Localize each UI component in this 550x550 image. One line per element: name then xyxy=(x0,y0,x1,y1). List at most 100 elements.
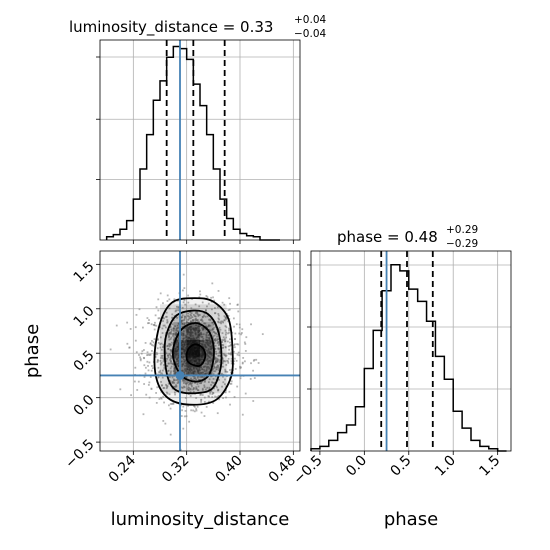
scatter-point xyxy=(170,336,173,339)
scatter-point xyxy=(186,329,188,332)
scatter-point xyxy=(215,350,217,353)
scatter-point xyxy=(207,381,210,384)
scatter-point xyxy=(223,354,226,357)
scatter-point xyxy=(166,320,169,323)
scatter-point xyxy=(168,393,171,396)
scatter-point xyxy=(174,393,176,396)
scatter-point xyxy=(168,307,171,310)
scatter-point xyxy=(130,394,132,397)
scatter-point xyxy=(208,378,211,381)
scatter-point xyxy=(159,369,162,372)
scatter-point xyxy=(231,372,234,374)
scatter-point xyxy=(223,383,226,386)
scatter-point xyxy=(172,327,175,330)
scatter-point xyxy=(224,325,227,327)
scatter-point xyxy=(227,309,230,312)
scatter-point xyxy=(165,315,167,318)
scatter-point xyxy=(221,320,224,323)
scatter-point xyxy=(193,405,195,408)
scatter-point xyxy=(186,364,189,367)
scatter-point xyxy=(147,353,150,356)
scatter-point xyxy=(213,387,216,390)
scatter-point xyxy=(224,329,227,332)
scatter-point xyxy=(212,335,215,338)
scatter-point xyxy=(165,311,168,314)
joint-x-tick-label: 0.40 xyxy=(212,453,245,486)
scatter-point xyxy=(174,310,177,313)
scatter-point xyxy=(188,420,191,423)
scatter-point xyxy=(170,328,173,331)
scatter-point xyxy=(182,319,185,322)
scatter-point xyxy=(189,395,192,397)
scatter-point xyxy=(147,322,149,325)
scatter-point xyxy=(109,348,112,351)
scatter-point xyxy=(119,388,122,391)
scatter-point xyxy=(249,378,252,380)
scatter-point xyxy=(199,324,202,327)
scatter-point xyxy=(193,363,196,366)
scatter-point xyxy=(177,309,180,312)
scatter-point xyxy=(194,333,197,336)
scatter-point xyxy=(170,351,173,354)
scatter-point xyxy=(192,319,195,321)
scatter-point xyxy=(172,333,175,335)
scatter-point xyxy=(175,379,178,382)
scatter-point xyxy=(171,381,174,384)
scatter-point xyxy=(201,356,204,359)
scatter-point xyxy=(167,362,170,365)
scatter-point xyxy=(209,318,212,321)
scatter-point xyxy=(193,338,196,340)
scatter-point xyxy=(217,373,220,375)
scatter-point xyxy=(220,322,222,325)
scatter-point xyxy=(184,315,187,318)
scatter-point xyxy=(216,359,219,362)
scatter-point xyxy=(185,336,188,338)
scatter-point xyxy=(204,388,207,391)
scatter-point xyxy=(177,322,180,325)
scatter-point xyxy=(237,310,240,313)
scatter-point xyxy=(162,346,165,349)
contour-core xyxy=(185,343,207,367)
scatter-point xyxy=(203,386,206,389)
scatter-point xyxy=(195,387,198,390)
scatter-point xyxy=(168,329,171,332)
scatter-point xyxy=(211,328,214,331)
scatter-point xyxy=(153,324,156,326)
scatter-point xyxy=(205,406,208,408)
scatter-point xyxy=(182,358,185,361)
scatter-point xyxy=(169,433,172,436)
scatter-point xyxy=(224,391,227,394)
scatter-point xyxy=(190,384,193,386)
scatter-point xyxy=(210,345,212,348)
scatter-point xyxy=(186,387,189,390)
scatter-point xyxy=(177,381,180,384)
scatter-point xyxy=(212,367,215,370)
scatter-point xyxy=(204,379,206,382)
scatter-point xyxy=(243,341,246,344)
scatter-point xyxy=(229,341,231,344)
hist1-grid xyxy=(100,40,300,240)
scatter-point xyxy=(217,369,220,372)
scatter-point xyxy=(174,369,176,372)
scatter-point xyxy=(175,385,178,388)
scatter-point xyxy=(252,400,255,402)
scatter-point xyxy=(215,357,218,360)
scatter-point xyxy=(147,364,149,367)
scatter-point xyxy=(195,367,198,369)
scatter-point xyxy=(205,368,208,371)
scatter-point xyxy=(217,394,220,397)
scatter-point xyxy=(206,363,209,366)
scatter-point xyxy=(175,363,178,366)
scatter-point xyxy=(174,361,177,364)
scatter-point xyxy=(221,339,223,341)
scatter-point xyxy=(176,316,178,319)
scatter-point xyxy=(190,314,192,317)
scatter-point xyxy=(167,369,170,372)
scatter-point xyxy=(161,384,163,387)
scatter-point xyxy=(149,376,152,378)
scatter-point xyxy=(197,363,200,366)
scatter-point xyxy=(155,401,158,404)
joint-y-tick-label: 0.5 xyxy=(71,348,98,375)
scatter-point xyxy=(212,328,215,331)
scatter-point xyxy=(202,337,205,340)
